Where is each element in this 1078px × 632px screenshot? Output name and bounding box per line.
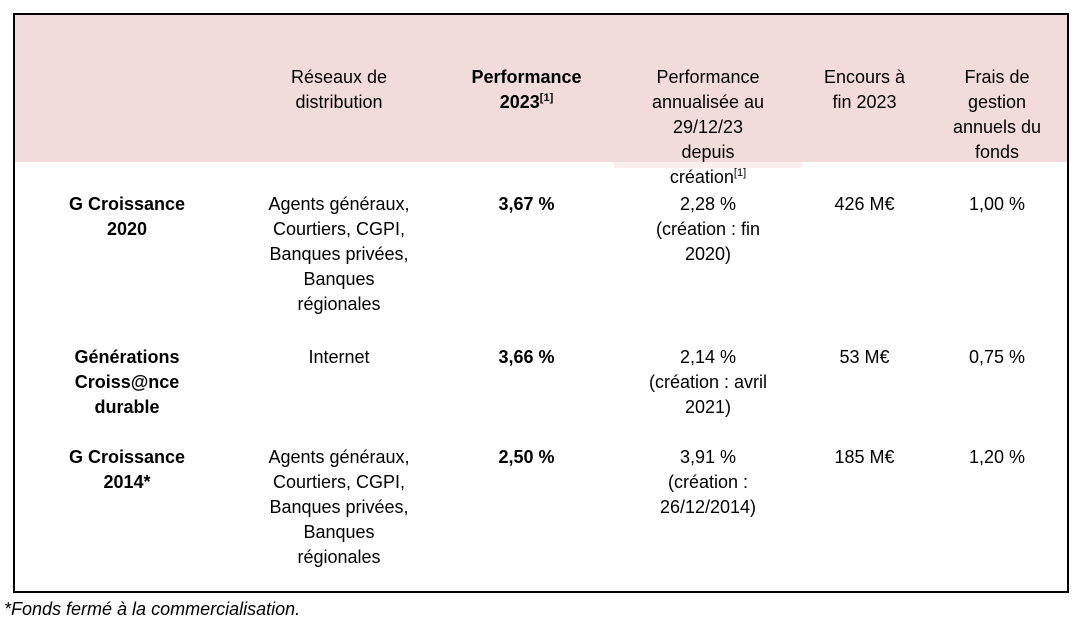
header-performance-2023-label: Performance 2023 bbox=[471, 67, 582, 112]
header-performance-2023: Performance 2023[1] bbox=[439, 15, 614, 162]
fund-annualized-performance: 2,14 % (création : avril 2021) bbox=[648, 347, 768, 417]
header-distribution-label: Réseaux de distribution bbox=[290, 67, 388, 112]
fund-assets: 426 M€ bbox=[834, 194, 895, 214]
header-assets-label: Encours à fin 2023 bbox=[823, 67, 906, 112]
fund-distribution-networks: Agents généraux, Courtiers, CGPI, Banque… bbox=[268, 194, 410, 314]
fund-fees: 0,75 % bbox=[968, 347, 1026, 367]
footnote-ref-1: [1] bbox=[539, 92, 554, 104]
funds-performance-table: Réseaux de distribution Performance 2023… bbox=[13, 13, 1069, 593]
fund-assets: 185 M€ bbox=[834, 447, 895, 467]
fund-fees: 1,00 % bbox=[968, 194, 1026, 214]
footnote-closed-fund: *Fonds fermé à la commercialisation. bbox=[4, 599, 301, 619]
fund-assets: 53 M€ bbox=[839, 347, 890, 367]
fund-fees: 1,20 % bbox=[968, 447, 1026, 467]
fund-distribution-networks: Internet bbox=[308, 347, 370, 367]
header-fees-label: Frais de gestion annuels du fonds bbox=[952, 67, 1042, 162]
header-assets-under-management: Encours à fin 2023 bbox=[802, 15, 927, 162]
header-fund-name-empty bbox=[15, 15, 239, 162]
header-annual-fees: Frais de gestion annuels du fonds bbox=[927, 15, 1067, 162]
fund-performance-2023: 3,66 % bbox=[498, 347, 555, 367]
fund-name: G Croissance 2020 bbox=[68, 194, 186, 239]
fund-annualized-performance: 2,28 % (création : fin 2020) bbox=[655, 194, 761, 264]
footnote-ref-1: [1] bbox=[733, 167, 747, 179]
header-annualized-performance-label: Performance annualisée au 29/12/23 depui… bbox=[651, 67, 765, 187]
fund-name: Générations Croiss@nce durable bbox=[74, 347, 180, 417]
header-distribution-networks: Réseaux de distribution bbox=[239, 15, 439, 162]
fund-annualized-performance: 3,91 % (création : 26/12/2014) bbox=[659, 447, 757, 517]
fund-performance-2023: 2,50 % bbox=[498, 447, 555, 467]
fund-performance-2023: 3,67 % bbox=[498, 194, 555, 214]
header-annualized-performance: Performance annualisée au 29/12/23 depui… bbox=[614, 15, 802, 187]
fund-name: G Croissance 2014* bbox=[68, 447, 186, 492]
fund-distribution-networks: Agents généraux, Courtiers, CGPI, Banque… bbox=[268, 447, 410, 567]
